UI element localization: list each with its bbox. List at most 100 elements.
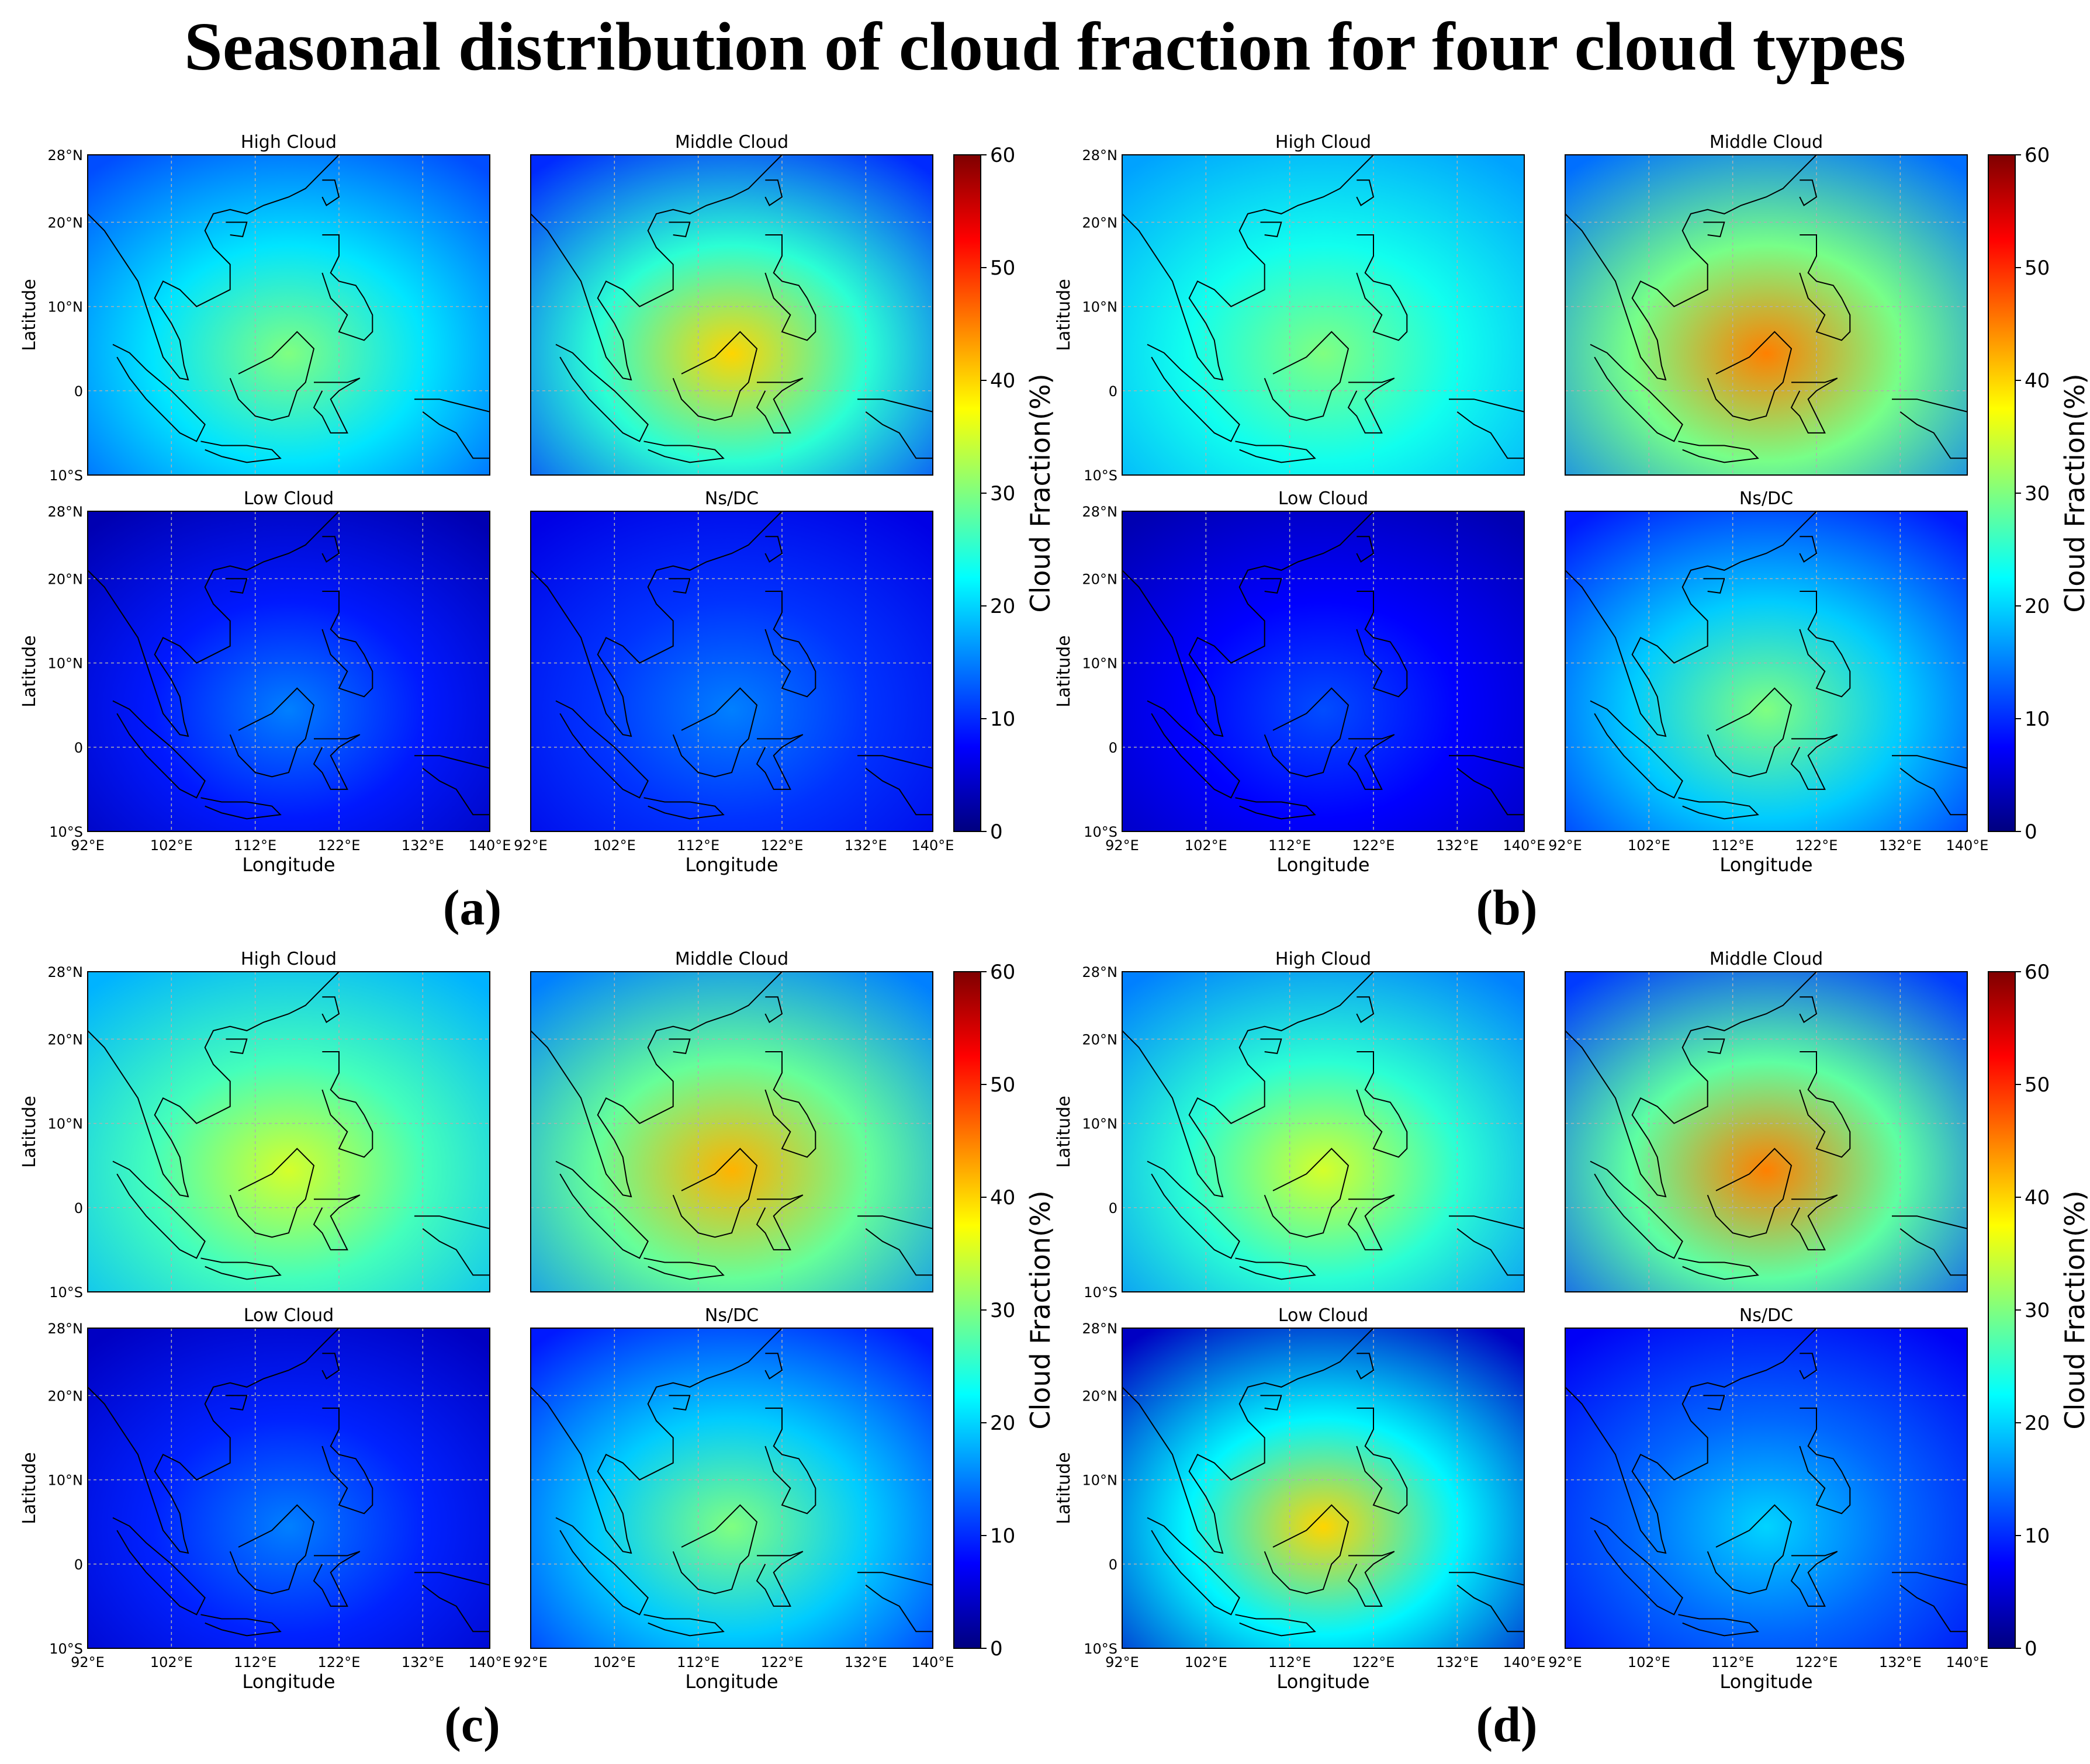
colorbar: [1988, 971, 2016, 1649]
coastline: [1799, 591, 1851, 698]
colorbar-tick-label: 30: [2025, 1299, 2050, 1322]
coastline: [1590, 1160, 1683, 1259]
x-axis-label: Longitude: [1719, 854, 1812, 876]
x-tick-label: 140°E: [469, 1654, 511, 1671]
map-frame: [1565, 1328, 1968, 1649]
subplot-title: Ns/DC: [1739, 488, 1793, 509]
map-frame: [530, 1328, 933, 1649]
x-tick-label: 112°E: [1711, 837, 1754, 854]
coastline: [764, 591, 816, 698]
coastline: [764, 1408, 816, 1515]
y-tick-label: 28°N: [48, 504, 84, 520]
y-tick-label: 20°N: [1082, 1031, 1118, 1048]
coastline: [1790, 1551, 1838, 1607]
colorbar-tick-label: 20: [2025, 1412, 2050, 1435]
coastline: [1264, 1504, 1349, 1595]
figure-title: Seasonal distribution of cloud fraction …: [184, 8, 1906, 85]
colorbar: [953, 154, 981, 832]
x-axis-label: Longitude: [1276, 1671, 1369, 1693]
coastline: [1235, 797, 1316, 820]
coastline: [321, 1051, 373, 1158]
x-axis-label: Longitude: [1719, 1671, 1812, 1693]
x-tick-label: 140°E: [1946, 837, 1989, 854]
group-label: (b): [1476, 879, 1537, 935]
x-tick-label: 140°E: [469, 837, 511, 854]
colorbar-tick-label: 20: [990, 1412, 1015, 1435]
coastline: [112, 1160, 206, 1259]
y-tick-label: 0: [74, 383, 83, 400]
subplot-title: High Cloud: [1275, 949, 1371, 969]
colorbar-tick-label: 40: [990, 369, 1015, 393]
x-tick-label: 132°E: [1436, 837, 1479, 854]
colorbar-tick-label: 60: [990, 961, 1015, 984]
colorbar-tick-label: 40: [990, 1186, 1015, 1209]
coastline: [530, 1328, 783, 1554]
map-frame: [1122, 1328, 1525, 1649]
colorbar-label: Cloud Fraction(%): [1025, 373, 1056, 612]
coastline: [1260, 578, 1282, 594]
coastline: [321, 1353, 340, 1380]
coastline: [1356, 591, 1408, 698]
coastline: [764, 1353, 783, 1380]
heatmap-field: [1565, 155, 1967, 475]
y-tick-label: 20°N: [1082, 571, 1118, 587]
coastline: [1565, 511, 1817, 737]
coastline: [1799, 996, 1818, 1023]
x-tick-label: 122°E: [1795, 837, 1838, 854]
coastline: [1235, 1257, 1316, 1280]
figure-group-2: High Cloud 28°N 20°N 10°N 0 10°S Latitude Middl…: [1054, 132, 2090, 935]
map-frame: [530, 511, 933, 832]
map-frame: [1122, 971, 1525, 1292]
coastline: [669, 1395, 691, 1411]
colorbar-tick-label: 60: [2025, 961, 2050, 984]
x-tick-label: 112°E: [234, 1654, 276, 1671]
y-axis-label: Latitude: [1054, 1096, 1074, 1167]
x-tick-label: 112°E: [677, 1654, 719, 1671]
coastline: [200, 1614, 282, 1637]
y-tick-label: 10°S: [1084, 1641, 1117, 1657]
subplot-title: Middle Cloud: [675, 949, 788, 969]
x-tick-label: 102°E: [1185, 837, 1227, 854]
colorbar-label: Cloud Fraction(%): [1025, 1190, 1056, 1429]
coastline: [200, 1257, 282, 1280]
x-tick-label: 132°E: [1879, 1654, 1922, 1671]
subplot-title: Ns/DC: [705, 488, 759, 509]
x-tick-label: 92°E: [514, 837, 548, 854]
subplot-title: Low Cloud: [1278, 1305, 1368, 1326]
coastline: [321, 1408, 373, 1515]
coastline: [764, 179, 783, 206]
x-tick-label: 102°E: [150, 1654, 193, 1671]
map-frame: [87, 511, 490, 832]
x-tick-label: 140°E: [1503, 1654, 1546, 1671]
map-frame: [1565, 511, 1968, 832]
coastline: [87, 971, 340, 1198]
y-tick-label: 20°N: [48, 1388, 84, 1404]
y-tick-label: 10°S: [1084, 824, 1117, 840]
coastline: [530, 154, 783, 381]
coastline: [1703, 578, 1725, 594]
coastline: [1678, 1614, 1759, 1637]
colorbar-tick-label: 0: [2025, 820, 2037, 844]
colorbar-label: Cloud Fraction(%): [2059, 1190, 2090, 1429]
x-tick-label: 132°E: [845, 1654, 887, 1671]
x-tick-label: 122°E: [1352, 1654, 1395, 1671]
coastline: [1356, 234, 1408, 341]
coastline: [1264, 1148, 1349, 1238]
coastline: [764, 234, 816, 341]
coastline: [1703, 1038, 1725, 1055]
coastline: [200, 441, 282, 463]
x-tick-label: 122°E: [761, 837, 804, 854]
coastline: [321, 234, 373, 341]
x-tick-label: 92°E: [1548, 1654, 1582, 1671]
y-tick-label: 10°N: [48, 1472, 84, 1489]
x-tick-label: 122°E: [761, 1654, 804, 1671]
y-tick-label: 20°N: [48, 571, 84, 587]
coastline: [1565, 971, 1817, 1198]
heatmap-field: [1122, 1328, 1524, 1648]
x-tick-label: 122°E: [1795, 1654, 1838, 1671]
coastline: [1347, 734, 1395, 790]
coastline: [313, 734, 361, 790]
coastline: [1799, 179, 1818, 206]
coastline: [1356, 1408, 1408, 1515]
colorbar-tick-label: 50: [2025, 1073, 2050, 1097]
